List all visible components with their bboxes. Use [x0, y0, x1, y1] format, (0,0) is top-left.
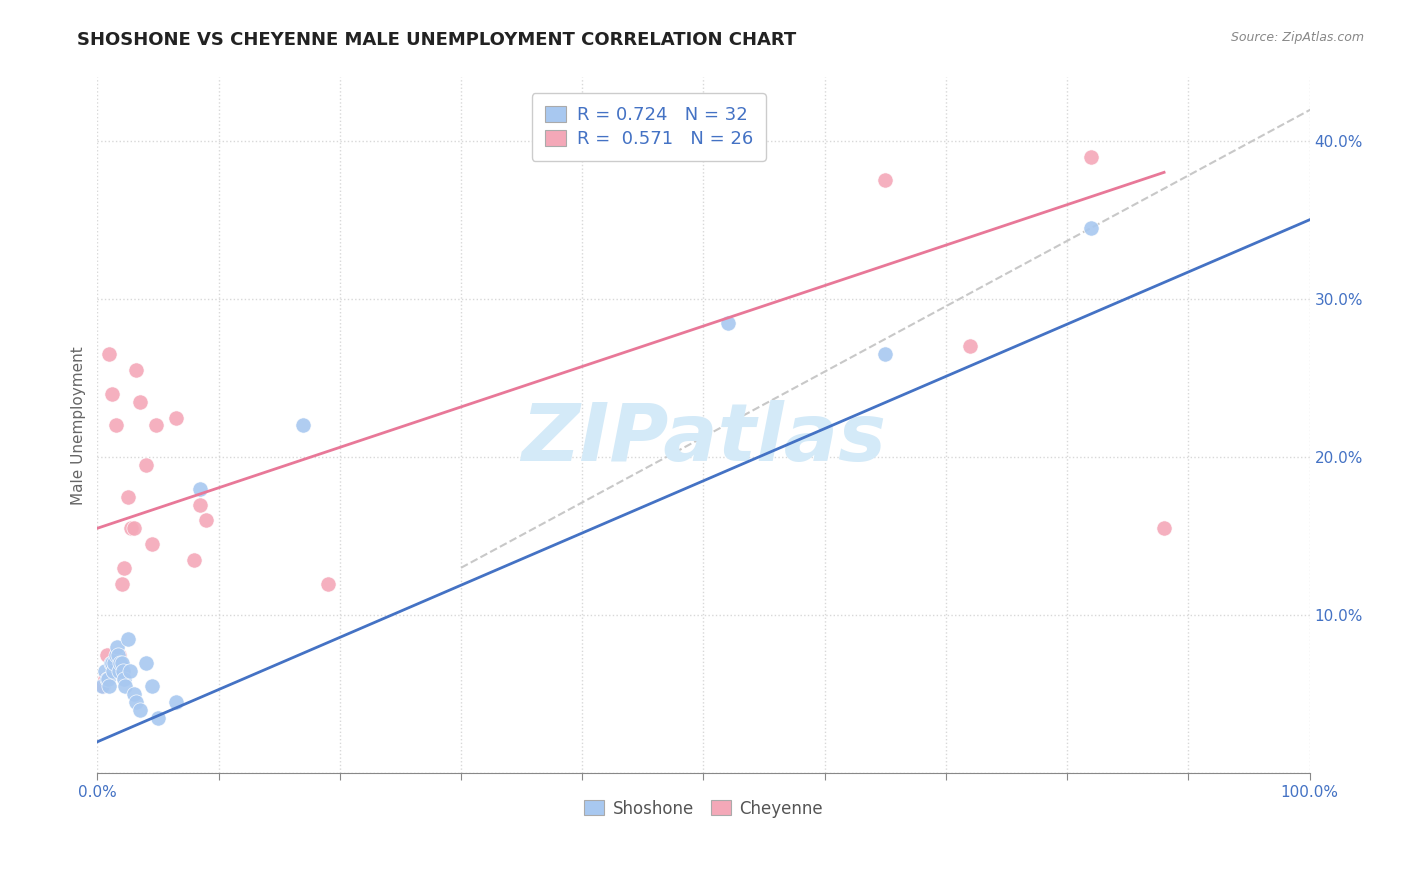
Point	[959, 339, 981, 353]
Point	[93, 672, 115, 686]
Point	[128, 703, 150, 717]
Point	[141, 537, 163, 551]
Point	[93, 664, 115, 678]
Point	[183, 553, 205, 567]
Legend: Shoshone, Cheyenne: Shoshone, Cheyenne	[578, 793, 830, 824]
Point	[117, 490, 139, 504]
Point	[104, 648, 127, 662]
Point	[98, 680, 121, 694]
Point	[112, 561, 135, 575]
Point	[101, 386, 124, 401]
Point	[101, 664, 124, 678]
Point	[101, 656, 124, 670]
Point	[125, 363, 148, 377]
Point	[111, 664, 134, 678]
Point	[1153, 521, 1175, 535]
Point	[104, 418, 127, 433]
Point	[98, 347, 121, 361]
Point	[96, 672, 118, 686]
Point	[110, 656, 132, 670]
Point	[110, 656, 132, 670]
Point	[145, 418, 167, 433]
Text: SHOSHONE VS CHEYENNE MALE UNEMPLOYMENT CORRELATION CHART: SHOSHONE VS CHEYENNE MALE UNEMPLOYMENT C…	[77, 31, 797, 49]
Point	[1080, 220, 1102, 235]
Text: Source: ZipAtlas.com: Source: ZipAtlas.com	[1230, 31, 1364, 45]
Point	[195, 513, 218, 527]
Point	[190, 498, 212, 512]
Point	[135, 656, 157, 670]
Point	[120, 521, 142, 535]
Point	[105, 640, 128, 654]
Point	[717, 316, 740, 330]
Point	[316, 576, 339, 591]
Y-axis label: Male Unemployment: Male Unemployment	[72, 346, 86, 505]
Point	[114, 680, 136, 694]
Point	[165, 695, 187, 709]
Point	[128, 394, 150, 409]
Point	[122, 687, 145, 701]
Point	[292, 418, 315, 433]
Point	[120, 664, 142, 678]
Point	[112, 672, 135, 686]
Point	[146, 711, 169, 725]
Point	[1080, 149, 1102, 163]
Point	[190, 482, 212, 496]
Point	[875, 347, 897, 361]
Point	[125, 695, 148, 709]
Point	[110, 576, 132, 591]
Point	[875, 173, 897, 187]
Point	[108, 648, 131, 662]
Text: ZIPatlas: ZIPatlas	[522, 401, 886, 478]
Point	[93, 680, 115, 694]
Point	[117, 632, 139, 646]
Point	[122, 521, 145, 535]
Point	[97, 672, 120, 686]
Point	[107, 648, 129, 662]
Point	[141, 680, 163, 694]
Point	[103, 656, 125, 670]
Point	[135, 458, 157, 472]
Point	[91, 680, 114, 694]
Point	[165, 410, 187, 425]
Point	[96, 648, 118, 662]
Point	[100, 656, 122, 670]
Point	[108, 664, 131, 678]
